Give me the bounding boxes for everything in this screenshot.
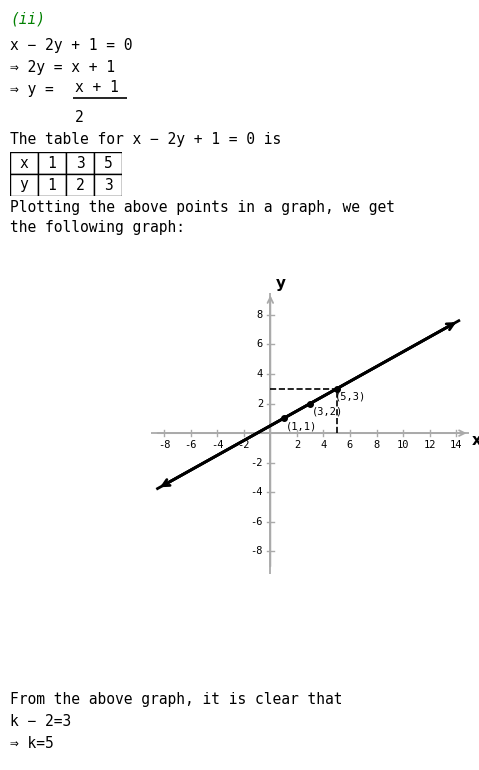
Text: (ii): (ii) [10,12,45,27]
Bar [94,174,122,196]
Text: 14: 14 [450,440,462,450]
Text: 2: 2 [294,440,300,450]
Text: -2: -2 [238,440,250,450]
Text: k − 2=3: k − 2=3 [10,714,71,729]
Text: -6: -6 [251,517,263,527]
Text: 1: 1 [47,156,57,170]
Text: 2: 2 [257,399,263,409]
Text: 4: 4 [257,369,263,379]
Bar [10,152,38,174]
Text: 1: 1 [47,178,57,192]
Text: 8: 8 [257,310,263,320]
Text: From the above graph, it is clear that: From the above graph, it is clear that [10,692,342,707]
Text: 8: 8 [374,440,380,450]
Text: -4: -4 [251,487,263,497]
Text: 3: 3 [103,178,113,192]
Text: 4: 4 [320,440,327,450]
Bar [38,174,66,196]
Text: 3: 3 [76,156,84,170]
Text: 10: 10 [397,440,410,450]
Text: 6: 6 [257,340,263,350]
Text: -2: -2 [251,457,263,467]
Text: y: y [20,178,28,192]
Text: ⇒ k=5: ⇒ k=5 [10,736,54,751]
Text: x: x [20,156,28,170]
Text: (3,2): (3,2) [312,407,343,417]
Text: (5,3): (5,3) [335,391,366,401]
Text: -8: -8 [251,547,263,557]
Text: The table for x − 2y + 1 = 0 is: The table for x − 2y + 1 = 0 is [10,132,281,147]
Text: the following graph:: the following graph: [10,220,185,235]
Text: 2: 2 [75,110,84,125]
Text: 2: 2 [76,178,84,192]
Text: x: x [472,433,479,448]
Text: -4: -4 [211,440,224,450]
Bar [66,152,94,174]
Text: ⇒ 2y = x + 1: ⇒ 2y = x + 1 [10,60,115,75]
Text: -6: -6 [184,440,197,450]
Text: x − 2y + 1 = 0: x − 2y + 1 = 0 [10,38,133,53]
Text: (1,1): (1,1) [285,421,317,431]
Text: 12: 12 [423,440,436,450]
Text: 5: 5 [103,156,113,170]
Bar [10,174,38,196]
Bar [38,152,66,174]
Text: 6: 6 [347,440,353,450]
Bar [66,174,94,196]
Text: y: y [275,276,285,291]
Text: x + 1: x + 1 [75,80,119,95]
Text: -8: -8 [158,440,171,450]
Text: Plotting the above points in a graph, we get: Plotting the above points in a graph, we… [10,200,395,215]
Text: ⇒ y =: ⇒ y = [10,82,62,97]
Bar [94,152,122,174]
